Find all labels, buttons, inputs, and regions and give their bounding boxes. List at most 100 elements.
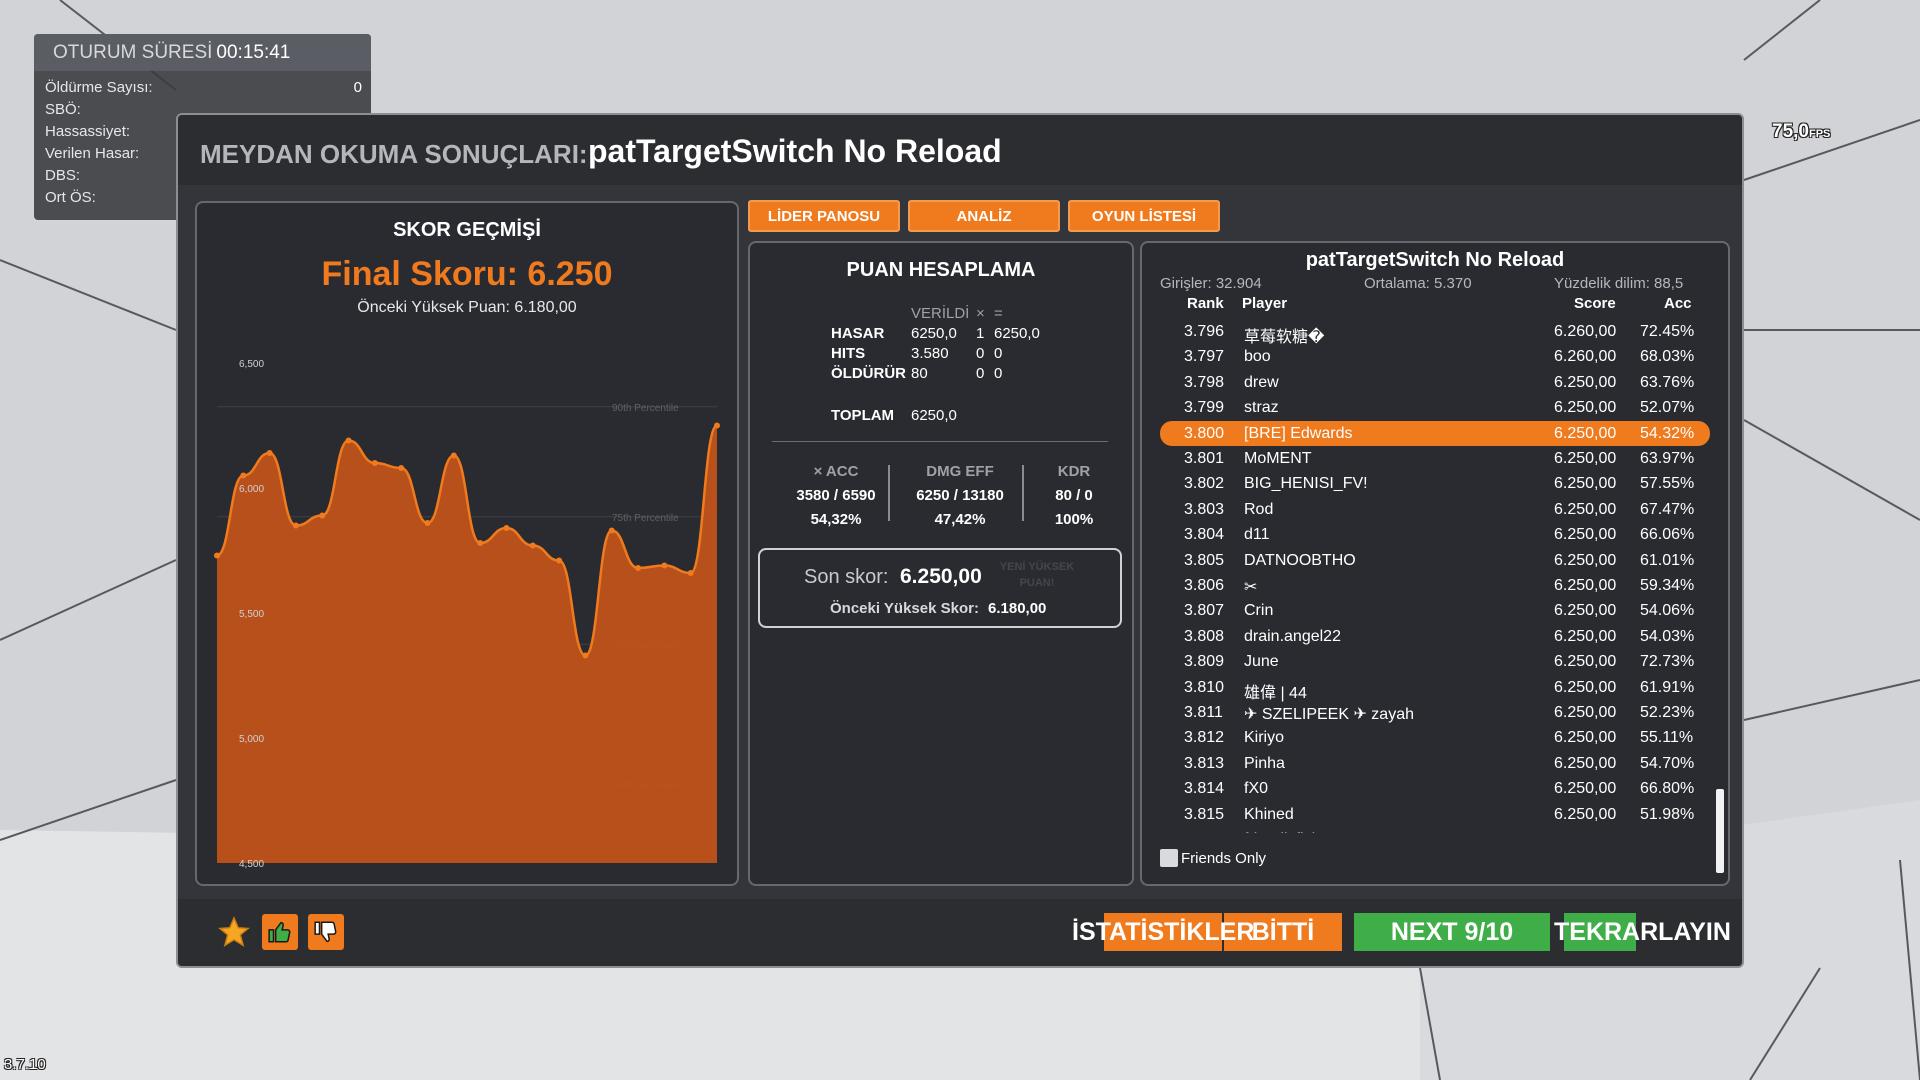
leaderboard-row[interactable]: 3.799 straz 6.250,00 52.07% [1160, 395, 1710, 420]
leaderboard-acc: 63.97% [1640, 450, 1695, 467]
leaderboard-rank: 3.801 [1184, 450, 1225, 467]
friends-only-checkbox[interactable] [1160, 849, 1178, 867]
score-point [371, 460, 378, 466]
retry-button-bg[interactable] [1564, 913, 1636, 951]
done-button-bg[interactable] [1224, 913, 1342, 951]
leaderboard-acc: 54.03% [1640, 627, 1695, 645]
score-point [687, 570, 694, 576]
session-header: OTURUM SÜRESİ 00:15:41 [34, 34, 371, 71]
thumbs-up-icon[interactable] [262, 914, 298, 950]
leaderboard-score: 6.250,00 [1554, 450, 1617, 467]
score-point [424, 520, 431, 526]
leaderboard-acc: 59.34% [1640, 577, 1695, 594]
leaderboard-acc: 61.01% [1640, 551, 1695, 569]
score-point [450, 452, 457, 459]
leaderboard-score: 6.250,00 [1554, 399, 1617, 417]
leaderboard-scroll-thumb[interactable] [1716, 789, 1724, 873]
leaderboard-row[interactable]: 3.808 drain.angel22 6.250,00 54.03% [1160, 624, 1710, 649]
leaderboard-score: 6.250,00 [1554, 577, 1617, 594]
leaderboard-row[interactable]: 3.810 雄偉 | 44 6.250,00 61.91% [1160, 675, 1710, 702]
leaderboard-rank: 3.797 [1184, 348, 1225, 366]
leaderboard-row[interactable]: 3.803 Rod 6.250,00 67.47% [1160, 497, 1710, 522]
y-tick-label: 5,000 [239, 734, 264, 745]
leaderboard-row[interactable]: 3.797 boo 6.260,00 68.03% [1160, 344, 1710, 369]
stat-ratio-kdr: 80 / 0 [1055, 487, 1093, 504]
leaderboard-row[interactable]: 3.814 fX0 6.250,00 66.80% [1160, 776, 1710, 801]
score-point [319, 512, 326, 519]
percentile-label: 90th Percentile [612, 403, 679, 414]
leaderboard-row-current-player[interactable]: 3.800 [BRE] Edwards 6.250,00 54.32% [1160, 420, 1710, 446]
leaderboard-rank: 3.803 [1184, 500, 1225, 518]
leaderboard-acc: 54.32% [1640, 424, 1695, 442]
leaderboard-player: Khined [1244, 805, 1294, 823]
calc-row-label: HITS [831, 345, 866, 362]
stat-pct-kdr: 100% [1054, 511, 1094, 528]
leaderboard-row[interactable]: 3.798 drew 6.250,00 63.76% [1160, 370, 1710, 395]
next-button[interactable]: NEXT 9/10 [1354, 913, 1550, 951]
leaderboard-player: BIG_HENISI_FV! [1244, 475, 1368, 493]
leaderboard-score: 6.250,00 [1554, 729, 1617, 747]
stat-ratio-acc: 3580 / 6590 [796, 487, 876, 504]
thumbs-down-icon[interactable] [308, 914, 344, 950]
leaderboard-row[interactable]: 3.809 June 6.250,00 72.73% [1160, 649, 1710, 674]
tab-analysis[interactable]: ANALİZ [908, 200, 1060, 232]
calc-header-mult: × [976, 305, 985, 322]
calc-row-given: 6250,0 [911, 325, 957, 342]
score-area [217, 425, 717, 863]
leaderboard-row[interactable]: 3.811 ✈ SZELIPEEK ✈ zayah 6.250,00 52.23% [1160, 700, 1710, 725]
leaderboard-acc: 52.23% [1640, 704, 1695, 721]
tab-playlist[interactable]: OYUN LİSTESİ [1068, 200, 1220, 232]
leaderboard-list[interactable]: 3.796 草莓软糖� 6.260,00 72.45% 3.797 boo 6.260,00… [1160, 311, 1710, 833]
leaderboard-rank: 3.805 [1184, 551, 1225, 569]
score-point [345, 437, 352, 444]
leaderboard-score: 6.250,00 [1554, 526, 1617, 544]
leaderboard-score: 6.250,00 [1554, 653, 1617, 671]
score-point [292, 522, 299, 529]
leaderboard-row[interactable]: 3.816 friendlyfisherman84 6.250,00 67.29% [1160, 827, 1710, 833]
leaderboard-acc: 66.06% [1640, 526, 1695, 544]
leaderboard-row[interactable]: 3.805 DATNOOBTHO 6.250,00 61.01% [1160, 548, 1710, 573]
leaderboard-score: 6.250,00 [1554, 704, 1617, 721]
column-acc[interactable]: Acc [1664, 295, 1692, 312]
done-button[interactable]: BİTTİ [1251, 917, 1315, 946]
leaderboard-player: drew [1244, 373, 1279, 391]
column-score[interactable]: Score [1574, 295, 1616, 312]
friends-only-toggle[interactable]: Friends Only [1160, 849, 1266, 867]
leaderboard-row[interactable]: 3.813 Pinha 6.250,00 54.70% [1160, 751, 1710, 776]
stats-button[interactable]: İSTATİSTİKLER [1072, 917, 1255, 946]
leaderboard-scrollbar[interactable] [1716, 311, 1724, 833]
stat-separator [1022, 465, 1024, 521]
calc-row-label: ÖLDÜRÜR [831, 365, 906, 382]
leaderboard-row[interactable]: 3.804 d11 6.250,00 66.06% [1160, 522, 1710, 547]
score-point [503, 525, 510, 531]
leaderboard-row[interactable]: 3.806 ✂ 6.250,00 59.34% [1160, 573, 1710, 598]
leaderboard-rank: 3.815 [1184, 805, 1225, 823]
leaderboard-row[interactable]: 3.815 Khined 6.250,00 51.98% [1160, 802, 1710, 827]
leaderboard-row[interactable]: 3.812 Kiriyo 6.250,00 55.11% [1160, 725, 1710, 750]
leaderboard-acc: 72.45% [1640, 323, 1695, 340]
column-rank[interactable]: Rank [1187, 295, 1224, 312]
calc-row-result: 0 [994, 345, 1003, 362]
friends-only-label: Friends Only [1181, 849, 1267, 867]
column-player[interactable]: Player [1242, 295, 1288, 312]
last-score-label: Son skor: [804, 566, 889, 588]
leaderboard-row[interactable]: 3.802 BIG_HENISI_FV! 6.250,00 57.55% [1160, 471, 1710, 496]
retry-button[interactable]: TEKRARLAYIN [1554, 917, 1731, 946]
leaderboard-row[interactable]: 3.807 Crin 6.250,00 54.06% [1160, 598, 1710, 623]
tab-leaderboard[interactable]: LİDER PANOSU [748, 200, 900, 232]
leaderboard-rank: 3.806 [1184, 577, 1225, 594]
star-icon[interactable] [216, 914, 252, 950]
stats-button-bg[interactable] [1104, 913, 1222, 951]
leaderboard-rank: 3.802 [1184, 475, 1225, 493]
leaderboard-player: Rod [1244, 500, 1274, 518]
modal-title-prefix: MEYDAN OKUMA SONUÇLARI: [200, 139, 588, 169]
session-row-avg-ttk: Ort ÖS: [34, 186, 371, 208]
calc-row-given: 80 [911, 365, 928, 382]
leaderboard-row[interactable]: 3.801 MoMENT 6.250,00 63.97% [1160, 446, 1710, 471]
score-point [661, 562, 668, 569]
leaderboard-row[interactable]: 3.796 草莓软糖� 6.260,00 72.45% [1160, 319, 1710, 346]
session-time: 00:15:41 [216, 41, 291, 63]
session-row-dps: DBS: [34, 164, 371, 186]
leaderboard-score: 6.260,00 [1554, 348, 1617, 366]
